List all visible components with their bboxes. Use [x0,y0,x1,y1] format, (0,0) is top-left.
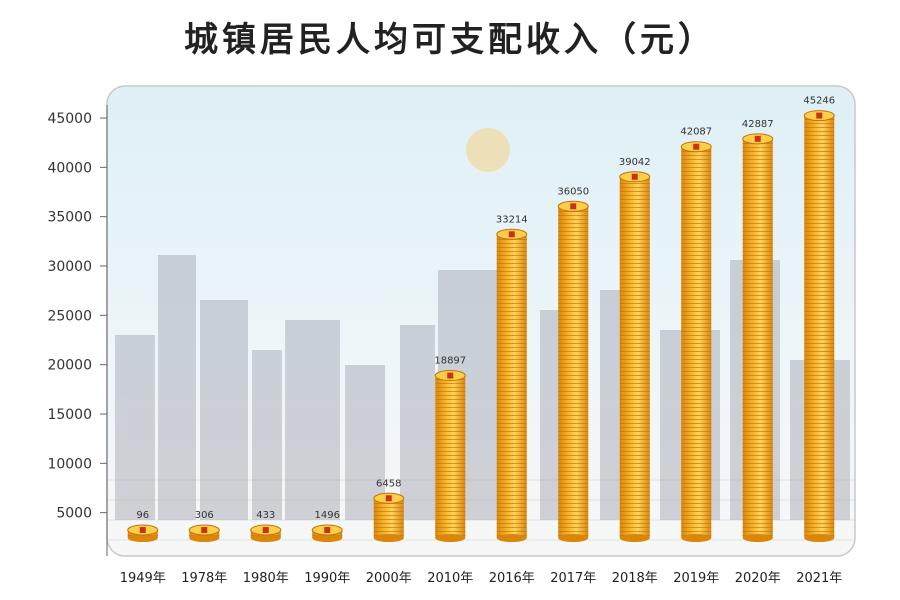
bar: 42887 [742,119,774,542]
data-label: 433 [256,510,275,521]
bar: 6458 [373,478,405,542]
coin-mark-icon [508,231,515,238]
bar-base [189,534,220,542]
bar: 96 [127,510,159,542]
bar: 36050 [557,186,589,542]
coin-mark-icon [570,203,577,210]
data-label: 42887 [742,119,774,130]
x-tick-label: 1949年 [120,571,166,586]
coin-mark-icon [631,173,638,180]
bar: 433 [250,510,282,542]
y-tick-label: 10000 [47,456,92,472]
bar-base [127,534,158,542]
coin-mark-icon [201,527,208,533]
x-tick-label: 1980年 [243,571,289,586]
y-tick-label: 35000 [47,210,92,226]
coin-mark-icon [324,527,331,533]
y-tick-label: 20000 [47,358,92,374]
data-label: 1496 [315,510,340,521]
bar: 33214 [496,214,528,542]
x-tick-label: 2019年 [673,571,719,586]
bar: 1496 [311,510,343,542]
bar-base [250,534,281,542]
bar-base [742,534,773,542]
bar: 42087 [680,127,712,542]
bar-base [373,534,404,542]
chart-title: 城镇居民人均可支配收入（元） [184,20,716,60]
data-label: 33214 [496,214,528,225]
bars: 96 306 433 1496 6458 18897 33214 36050 39042 4208… [127,96,835,542]
coin-mark-icon [139,527,146,533]
bar-base [681,534,712,542]
x-tick-label: 2010年 [427,571,473,586]
bar-coin-lines [435,375,466,538]
coin-mark-icon [754,135,761,142]
y-tick-label: 45000 [47,111,92,127]
coin-mark-icon [262,527,269,533]
bar-coin-lines [496,234,527,539]
data-label: 45246 [803,96,835,107]
bar-base [435,534,466,542]
coin-mark-icon [385,495,392,502]
y-tick-label: 30000 [47,259,92,275]
x-tick-label: 2021年 [796,571,842,586]
x-tick-label: 2000年 [366,571,412,586]
y-tick-label: 5000 [56,506,92,522]
coin-mark-icon [447,372,454,379]
data-label: 18897 [434,356,466,367]
y-tick-label: 15000 [47,407,92,423]
data-label: 96 [136,510,149,521]
data-label: 306 [195,510,214,521]
bar-base [619,534,650,542]
x-tick-label: 2018年 [612,571,658,586]
data-label: 39042 [619,157,651,168]
x-tick-label: 1978年 [181,571,227,586]
bar-coin-lines [619,176,650,539]
y-axis: 5000 10000 15000 20000 25000 30000 35000 40000 4… [47,111,107,522]
y-tick-label: 40000 [47,160,92,176]
data-label: 42087 [680,127,712,138]
y-tick-label: 25000 [47,308,92,324]
data-label: 6458 [376,478,401,489]
bar-base [804,534,835,542]
bar-coin-lines [558,206,589,538]
x-tick-label: 2016年 [489,571,535,586]
x-tick-label: 2017年 [550,571,596,586]
coin-mark-icon [693,143,700,150]
bar: 306 [188,510,220,542]
bar-coin-lines [742,138,773,538]
x-axis: 1949年 1978年 1980年 1990年 2000年 2010年 2016年 2017年… [120,571,843,586]
bar-base [312,534,343,542]
bar-coin-lines [373,498,404,538]
x-tick-label: 2020年 [735,571,781,586]
bar: 18897 [434,356,466,542]
bar-base [558,534,589,542]
coin-mark-icon [816,112,823,119]
x-tick-label: 1990年 [304,571,350,586]
bar: 39042 [619,157,651,542]
data-label: 36050 [557,186,589,197]
bar: 45246 [803,96,835,542]
bar-coin-lines [804,115,835,538]
bar-coin-lines [681,146,712,539]
bar-base [496,534,527,542]
